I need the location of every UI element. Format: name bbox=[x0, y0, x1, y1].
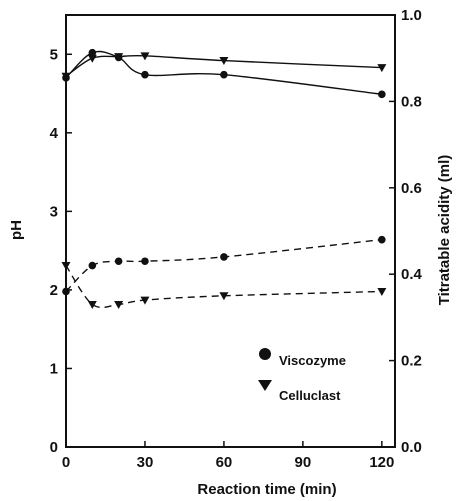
data-point-circle bbox=[220, 70, 228, 79]
plot-frame bbox=[65, 14, 396, 448]
data-point-circle bbox=[378, 90, 386, 99]
data-point-circle bbox=[62, 287, 70, 296]
legend-marker-triangle bbox=[258, 380, 272, 391]
x-tick-label: 120 bbox=[369, 454, 394, 471]
data-point-triangle bbox=[219, 57, 229, 66]
x-tick-label: 90 bbox=[295, 454, 312, 471]
x-axis-label: Reaction time (min) bbox=[197, 481, 336, 498]
data-point-triangle bbox=[377, 287, 387, 296]
chart-legend: Viscozyme Celluclast bbox=[258, 348, 346, 403]
y-right-tick-label: 1.0 bbox=[401, 7, 422, 24]
legend-label-viscozyme: Viscozyme bbox=[279, 353, 346, 368]
y-left-tick-label: 1 bbox=[50, 360, 58, 377]
y-left-tick-label: 5 bbox=[50, 46, 58, 63]
y-right-tick-label: 0.8 bbox=[401, 93, 422, 110]
data-point-triangle bbox=[87, 300, 97, 309]
chart-lines bbox=[65, 50, 382, 309]
y-left-tick-label: 4 bbox=[50, 125, 59, 142]
data-point-circle bbox=[141, 257, 149, 266]
y-right-tick-label: 0.2 bbox=[401, 353, 422, 370]
data-point-triangle bbox=[114, 300, 124, 309]
series-line-viscozyme-right bbox=[65, 238, 382, 293]
chart-axes bbox=[65, 14, 396, 448]
data-point-circle bbox=[141, 70, 149, 79]
legend-marker-circle bbox=[259, 348, 271, 360]
y-left-tick-label: 2 bbox=[50, 282, 58, 299]
data-point-triangle bbox=[61, 262, 71, 271]
data-point-triangle bbox=[140, 52, 150, 61]
data-point-triangle bbox=[377, 64, 387, 73]
x-tick-label: 0 bbox=[62, 454, 70, 471]
legend-label-celluclast: Celluclast bbox=[279, 388, 341, 403]
data-point-circle bbox=[88, 261, 97, 270]
series-line-celluclast-right bbox=[65, 265, 382, 309]
data-point-triangle bbox=[114, 53, 124, 62]
data-point-triangle bbox=[61, 72, 71, 81]
y-axis-label-left: pH bbox=[8, 220, 25, 240]
data-point-circle bbox=[88, 48, 97, 57]
data-point-triangle bbox=[87, 54, 97, 63]
y-left-tick-label: 0 bbox=[50, 439, 58, 456]
y-left-tick-label: 3 bbox=[50, 203, 58, 220]
x-tick-label: 60 bbox=[216, 454, 233, 471]
data-point-circle bbox=[114, 257, 123, 266]
y-right-tick-label: 0.6 bbox=[401, 180, 422, 197]
x-tick-label: 30 bbox=[137, 454, 154, 471]
y-right-tick-label: 0.4 bbox=[401, 266, 423, 283]
y-axis-label-right: Titratable acidity (ml) bbox=[436, 155, 453, 306]
data-point-triangle bbox=[219, 292, 229, 301]
data-point-circle bbox=[378, 235, 386, 244]
legend-item-viscozyme: Viscozyme bbox=[259, 348, 346, 368]
data-point-circle bbox=[220, 253, 228, 261]
chart-markers bbox=[61, 48, 387, 309]
data-point-triangle bbox=[140, 296, 150, 305]
chart-ticks: 0 30 60 90 120 0 1 2 3 4 5 0.0 0.2 0.4 0.6 0.8 1.0 bbox=[50, 7, 423, 471]
legend-item-celluclast: Celluclast bbox=[258, 380, 341, 403]
y-right-tick-label: 0.0 bbox=[401, 439, 422, 456]
